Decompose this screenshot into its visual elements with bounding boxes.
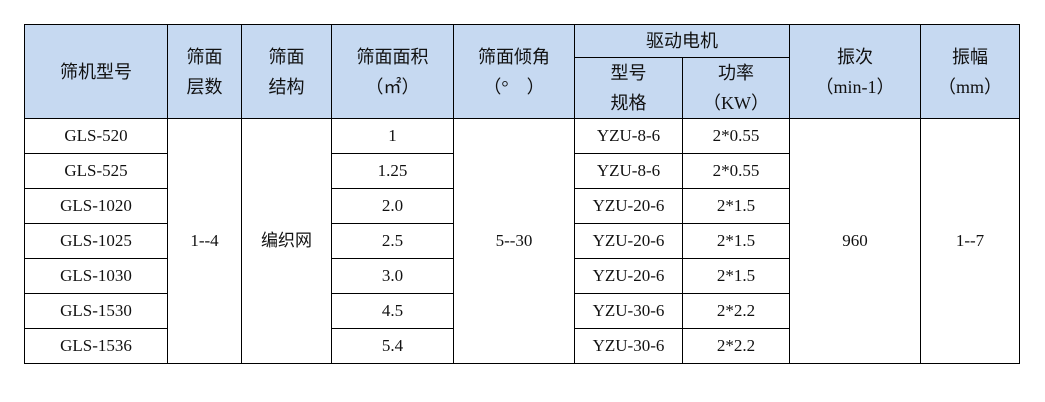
cell-motor-spec: YZU-20-6 xyxy=(574,223,683,259)
screen-spec-table: 筛机型号 筛面 层数 筛面 结构 筛面面积 （㎡） 筛面倾角 （° ） 驱动电机 振次（… xyxy=(24,24,1020,364)
table-row: GLS-1536 5.4 YZU-30-6 2*2.2 xyxy=(24,328,1020,364)
header-motor-spec: 型号 规格 xyxy=(574,57,683,119)
header-motor-power: 功率 （KW） xyxy=(682,57,790,119)
header-structure: 筛面 结构 xyxy=(241,24,332,119)
header-model: 筛机型号 xyxy=(24,24,168,119)
cell-amplitude: 1--7 xyxy=(920,118,1020,364)
table-row: GLS-1025 2.5 YZU-20-6 2*1.5 xyxy=(24,223,1020,259)
cell-area: 2.5 xyxy=(331,223,454,259)
header-angle: 筛面倾角 （° ） xyxy=(453,24,575,119)
cell-motor-power: 2*1.5 xyxy=(682,188,790,224)
cell-motor-power: 2*1.5 xyxy=(682,258,790,294)
cell-model: GLS-1030 xyxy=(24,258,168,294)
header-motor: 驱动电机 xyxy=(574,24,790,58)
cell-area: 1 xyxy=(331,118,454,154)
cell-model: GLS-525 xyxy=(24,153,168,189)
cell-frequency: 960 xyxy=(789,118,921,364)
cell-area: 5.4 xyxy=(331,328,454,364)
cell-model: GLS-1025 xyxy=(24,223,168,259)
header-frequency: 振次 （min-1） xyxy=(789,24,921,119)
table-row: GLS-1020 2.0 YZU-20-6 2*1.5 xyxy=(24,188,1020,224)
cell-area: 1.25 xyxy=(331,153,454,189)
table-row: GLS-1030 3.0 YZU-20-6 2*1.5 xyxy=(24,258,1020,294)
cell-area: 3.0 xyxy=(331,258,454,294)
header-amplitude: 振幅 （mm） xyxy=(920,24,1020,119)
cell-motor-power: 2*0.55 xyxy=(682,153,790,189)
header-area: 筛面面积 （㎡） xyxy=(331,24,454,119)
cell-model: GLS-520 xyxy=(24,118,168,154)
cell-motor-power: 2*2.2 xyxy=(682,328,790,364)
cell-model: GLS-1020 xyxy=(24,188,168,224)
cell-layers: 1--4 xyxy=(167,118,242,364)
table-row: GLS-525 1.25 YZU-8-6 2*0.55 xyxy=(24,153,1020,189)
table-row: GLS-1530 4.5 YZU-30-6 2*2.2 xyxy=(24,293,1020,329)
cell-structure: 编织网 xyxy=(241,118,332,364)
header-layers: 筛面 层数 xyxy=(167,24,242,119)
cell-model: GLS-1536 xyxy=(24,328,168,364)
cell-area: 2.0 xyxy=(331,188,454,224)
cell-area: 4.5 xyxy=(331,293,454,329)
cell-motor-spec: YZU-30-6 xyxy=(574,328,683,364)
cell-motor-spec: YZU-8-6 xyxy=(574,153,683,189)
cell-motor-power: 2*0.55 xyxy=(682,118,790,154)
cell-motor-spec: YZU-20-6 xyxy=(574,258,683,294)
cell-motor-spec: YZU-20-6 xyxy=(574,188,683,224)
cell-motor-spec: YZU-8-6 xyxy=(574,118,683,154)
cell-angle: 5--30 xyxy=(453,118,575,364)
cell-motor-power: 2*1.5 xyxy=(682,223,790,259)
cell-motor-spec: YZU-30-6 xyxy=(574,293,683,329)
cell-motor-power: 2*2.2 xyxy=(682,293,790,329)
cell-model: GLS-1530 xyxy=(24,293,168,329)
table-row: GLS-520 1--4 编织网 1 5--30 YZU-8-6 2*0.55 960 1--7 xyxy=(24,118,1020,364)
